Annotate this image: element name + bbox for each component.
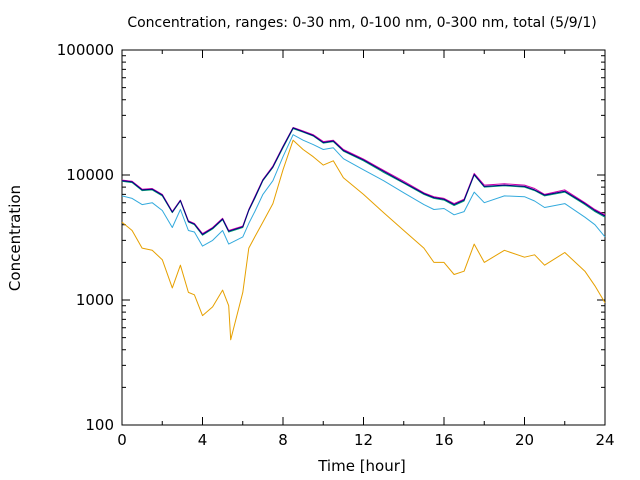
x-tick-label: 12 bbox=[354, 431, 373, 449]
y-tick-label: 100 bbox=[85, 416, 114, 434]
axis-ticks: 0 4 8 12 16 20 24 100 1000 10000 100000 bbox=[57, 41, 615, 449]
plot-frame bbox=[121, 49, 606, 426]
x-tick-label: 24 bbox=[595, 431, 614, 449]
series-line-4 bbox=[121, 127, 606, 235]
y-tick-label: 1000 bbox=[76, 291, 114, 309]
x-tick-label: 8 bbox=[278, 431, 288, 449]
series-line-1 bbox=[121, 134, 606, 247]
series-line-2 bbox=[121, 128, 606, 236]
x-tick-label: 20 bbox=[515, 431, 534, 449]
y-tick-label: 10000 bbox=[66, 166, 114, 184]
y-axis-label: Concentration bbox=[6, 185, 24, 291]
y-tick-label: 100000 bbox=[57, 41, 114, 59]
x-axis-label: Time [hour] bbox=[317, 457, 406, 475]
chart-title: Concentration, ranges: 0-30 nm, 0-100 nm… bbox=[127, 15, 596, 31]
x-tick-label: 4 bbox=[198, 431, 208, 449]
x-tick-label: 16 bbox=[434, 431, 453, 449]
series-line-3 bbox=[121, 127, 606, 235]
series-layer bbox=[121, 127, 606, 341]
series-line-0 bbox=[121, 139, 606, 341]
x-tick-label: 0 bbox=[117, 431, 127, 449]
